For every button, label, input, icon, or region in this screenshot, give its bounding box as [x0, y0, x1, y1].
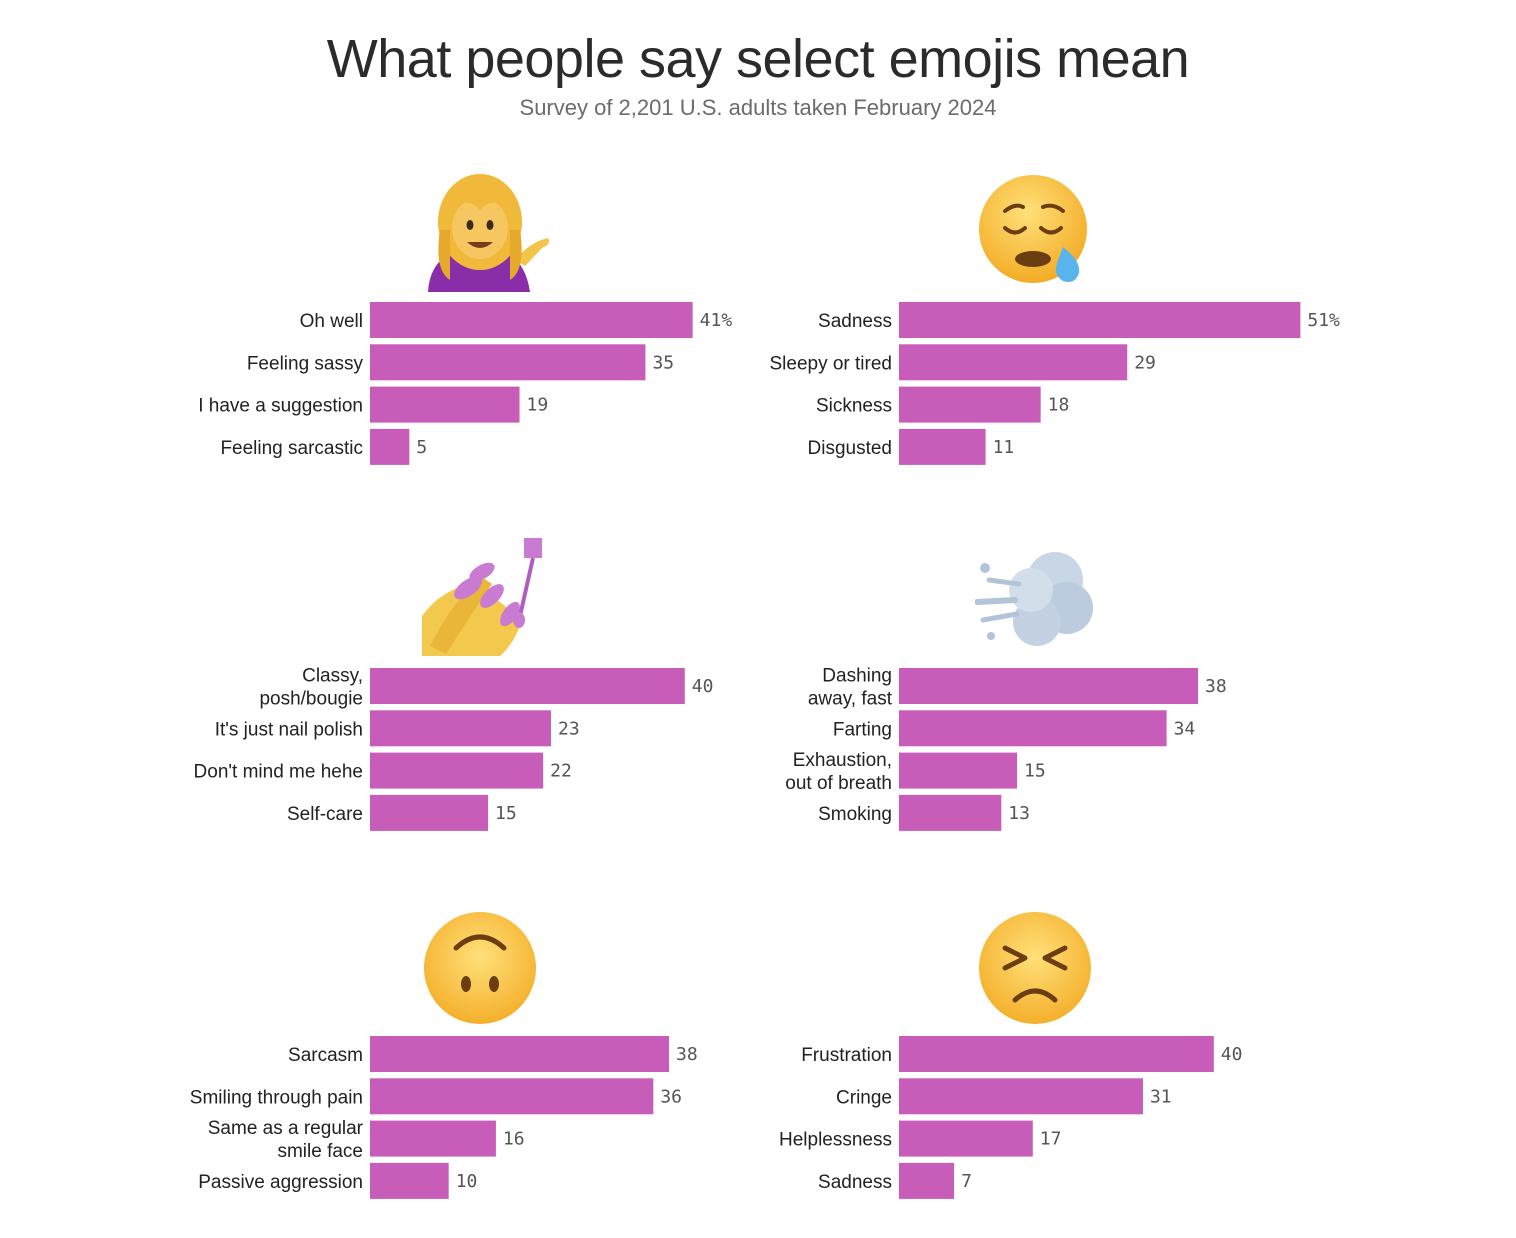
category-label: It's just nail polish	[215, 719, 363, 740]
category-label: posh/bougie	[259, 689, 363, 710]
bar	[899, 794, 1002, 831]
category-label: Exhaustion,	[793, 750, 892, 771]
category-label: Feeling sarcastic	[220, 438, 363, 459]
bar	[899, 710, 1167, 747]
persevering-face-icon	[979, 912, 1091, 1024]
category-label: I have a suggestion	[198, 396, 363, 417]
category-label: Sadness	[818, 311, 892, 332]
bar	[899, 428, 986, 465]
bar	[370, 386, 520, 423]
bar	[370, 428, 410, 465]
bar-chart-sarcasm: 38 Sarcasm 36 Smiling through pain 16 Same as…	[190, 1036, 698, 1199]
category-label: Same as a regular	[208, 1118, 364, 1139]
value-label: 7	[961, 1171, 972, 1192]
value-label: 34	[1174, 718, 1196, 739]
bar	[899, 1162, 955, 1199]
category-label: Feeling sassy	[247, 353, 364, 374]
category-label: Sickness	[816, 396, 892, 417]
category-label: Cringe	[836, 1087, 892, 1108]
value-label: 23	[558, 718, 580, 739]
bar-chart-oh-well: 41% Oh well 35 Feeling sassy 19 I have a sugg…	[198, 302, 732, 465]
bar	[370, 1036, 670, 1072]
category-label: Smiling through pain	[190, 1087, 363, 1108]
value-label: 40	[1221, 1044, 1243, 1065]
value-label: 15	[495, 803, 517, 824]
bar	[899, 752, 1018, 789]
bar	[370, 668, 685, 704]
bar-chart-frustration: 40 Frustration 31 Cringe 17 Helplessness 7 Sadn…	[779, 1036, 1242, 1199]
value-label: 38	[1205, 676, 1227, 697]
panel-sarcasm: 38 Sarcasm 36 Smiling through pain 16 Same as…	[0, 904, 698, 1234]
panel-oh-well: 41% Oh well 35 Feeling sassy 19 I have a sugg…	[0, 170, 732, 500]
category-label: Don't mind me hehe	[194, 762, 363, 783]
value-label: 10	[456, 1171, 478, 1192]
value-label: 31	[1150, 1086, 1172, 1107]
upside-down-face-icon	[424, 912, 536, 1024]
bar	[899, 1036, 1214, 1072]
category-label: smile face	[277, 1141, 363, 1162]
nail-polish-icon	[422, 538, 542, 656]
bar	[899, 386, 1041, 423]
category-label: Sadness	[818, 1172, 892, 1193]
value-label: 17	[1040, 1129, 1062, 1150]
category-label: Farting	[833, 719, 892, 740]
value-label: 35	[652, 352, 674, 373]
value-label: 38	[676, 1044, 698, 1065]
bar	[899, 302, 1301, 338]
panel-frustration: 40 Frustration 31 Cringe 17 Helplessness 7 Sadn…	[529, 904, 1242, 1234]
person-tipping-hand-icon	[428, 174, 550, 292]
dashing-away-icon	[975, 552, 1093, 646]
value-label: 36	[660, 1086, 682, 1107]
category-label: away, fast	[808, 689, 893, 710]
bar	[899, 1078, 1143, 1115]
category-label: Sleepy or tired	[769, 353, 892, 374]
sleepy-face-icon	[979, 175, 1087, 283]
bar	[899, 344, 1128, 381]
category-label: Sarcasm	[288, 1045, 363, 1066]
bar-chart-sadness: 51% Sadness 29 Sleepy or tired 18 Sickness 11 D…	[769, 302, 1340, 465]
value-label: 41%	[700, 310, 733, 331]
category-label: Helplessness	[779, 1130, 892, 1151]
bar	[370, 302, 693, 338]
value-label: 40	[692, 676, 714, 697]
bar	[370, 1078, 654, 1115]
category-label: Frustration	[801, 1045, 892, 1066]
chart-title: What people say select emojis mean	[326, 29, 1190, 89]
bar	[370, 344, 646, 381]
value-label: 29	[1134, 352, 1156, 373]
bar	[370, 752, 544, 789]
category-label: Smoking	[818, 804, 892, 825]
value-label: 13	[1008, 803, 1030, 824]
value-label: 51%	[1307, 310, 1340, 331]
value-label: 11	[993, 437, 1015, 458]
bar	[370, 1162, 449, 1199]
panel-dashing: 38 Dashing away, fast 34 Farting 15 Exhaustion…	[529, 536, 1227, 866]
category-label: Disgusted	[808, 438, 893, 459]
bar	[899, 1120, 1033, 1157]
bar	[370, 710, 552, 747]
value-label: 5	[416, 437, 427, 458]
value-label: 18	[1048, 395, 1070, 416]
category-label: Passive aggression	[198, 1172, 363, 1193]
value-label: 19	[527, 395, 549, 416]
bar	[370, 794, 489, 831]
category-label: out of breath	[785, 773, 892, 794]
category-label: Self-care	[287, 804, 363, 825]
category-label: Dashing	[822, 666, 892, 687]
category-label: Classy,	[302, 666, 363, 687]
value-label: 16	[503, 1129, 525, 1150]
bar	[370, 1120, 496, 1157]
panel-sadness: 51% Sadness 29 Sleepy or tired 18 Sickness 11 D…	[529, 170, 1340, 500]
panel-classy: 40 Classy, posh/bougie 23 It's just nail pol…	[0, 536, 713, 866]
value-label: 15	[1024, 761, 1046, 782]
bar	[899, 668, 1199, 704]
bar-chart-classy: 40 Classy,posh/bougie 23 It's just nail pol…	[194, 666, 713, 831]
chart-subtitle: Survey of 2,201 U.S. adults taken Februa…	[519, 95, 997, 120]
category-label: Oh well	[300, 311, 363, 332]
value-label: 22	[550, 761, 572, 782]
